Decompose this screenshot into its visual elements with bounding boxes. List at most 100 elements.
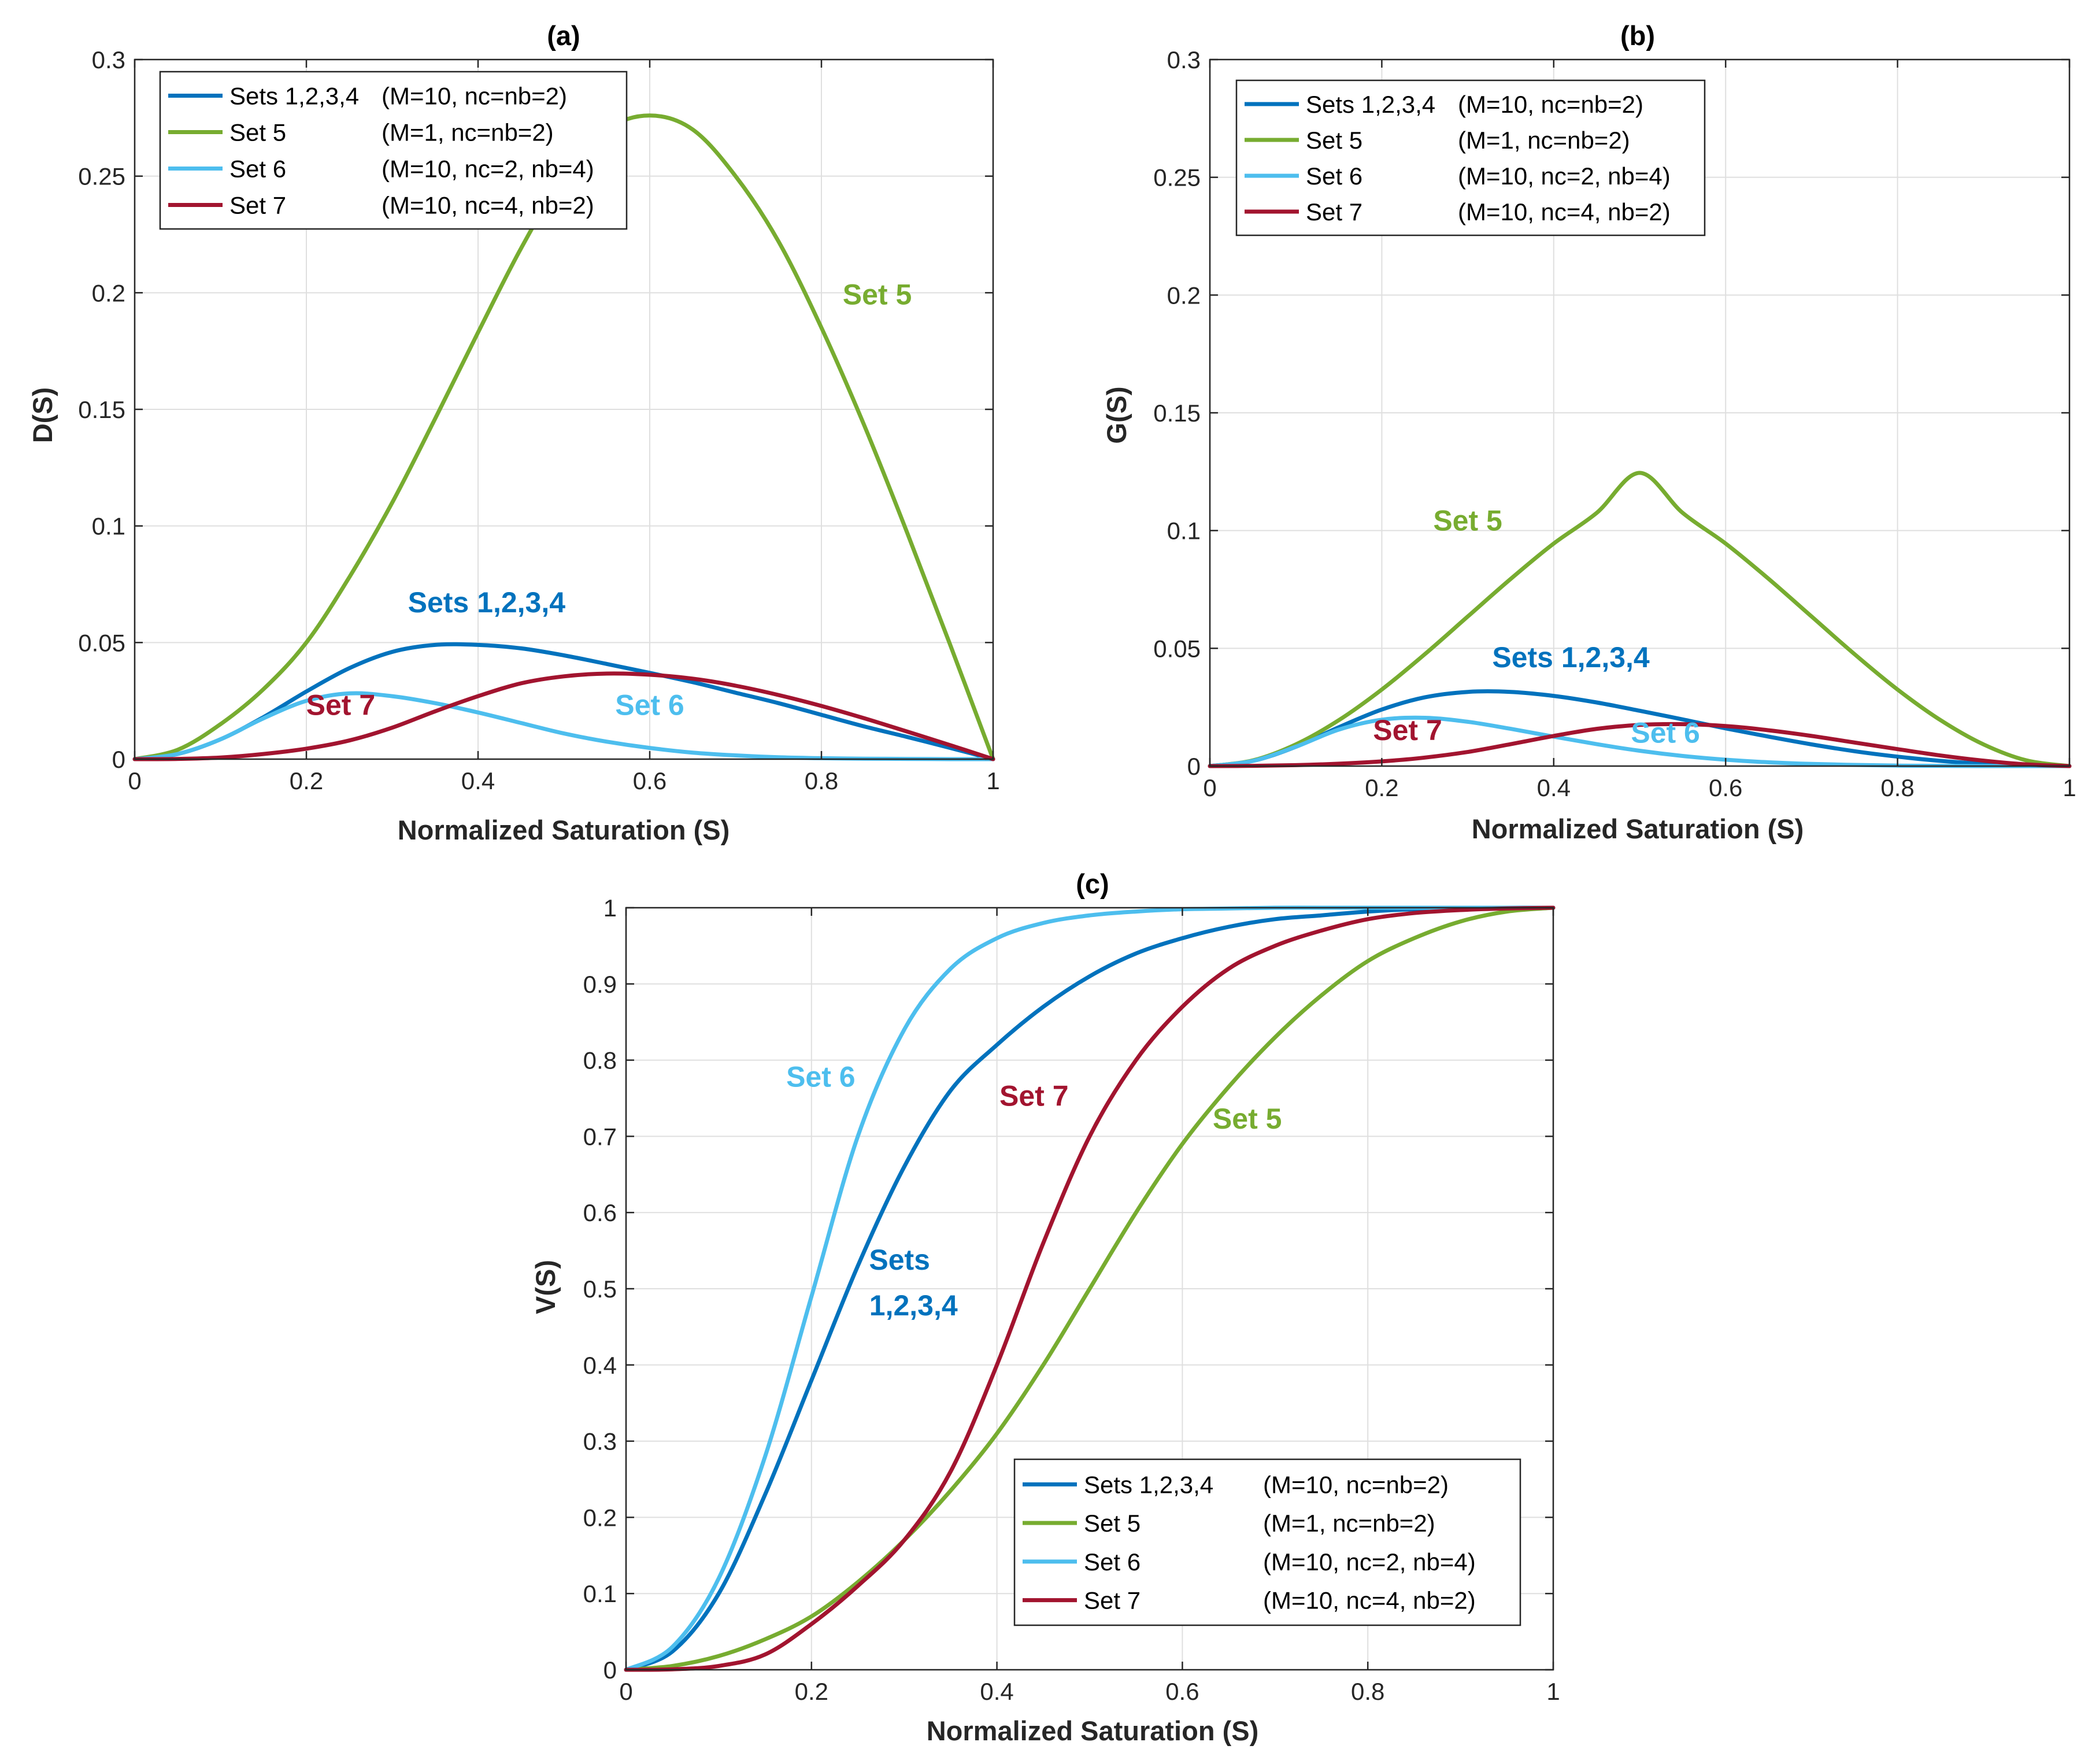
- panel-b-xtick-label: 0: [1203, 774, 1216, 801]
- panel-c-legend-label-s7: Set 7: [1084, 1587, 1141, 1614]
- panel-b-legend-params-s5: (M=1, nc=nb=2): [1458, 127, 1630, 154]
- panel-c-legend-params-s6: (M=10, nc=2, nb=4): [1263, 1548, 1476, 1576]
- panel-c-xtick-label: 0.6: [1165, 1678, 1199, 1705]
- panel-c-legend-label-s1234: Sets 1,2,3,4: [1084, 1471, 1213, 1498]
- panel-c-title: (c): [1076, 868, 1109, 899]
- panel-b-ytick-label: 0.25: [1153, 164, 1201, 191]
- panel-c-ytick-label: 0: [603, 1656, 617, 1684]
- panel-c-xlabel: Normalized Saturation (S): [927, 1715, 1259, 1746]
- panel-a-xlabel: Normalized Saturation (S): [398, 815, 730, 845]
- panel-b-annotation-s7: Set 7: [1373, 714, 1442, 746]
- panel-a-xtick-label: 0.4: [461, 767, 495, 794]
- panel-c-ytick-label: 0.7: [583, 1123, 617, 1150]
- panel-a-ytick-label: 0.3: [92, 46, 125, 73]
- panel-a-ylabel: D(S): [27, 387, 58, 443]
- panel-c-ytick-label: 0.1: [583, 1580, 617, 1607]
- panel-b-annotation-s5: Set 5: [1433, 505, 1502, 537]
- panel-a-xtick-label: 1: [986, 767, 999, 794]
- panel-c-xtick-label: 0: [619, 1678, 632, 1705]
- panel-b-ytick-label: 0.3: [1167, 46, 1201, 73]
- panel-a-legend-params-s1234: (M=10, nc=nb=2): [382, 83, 567, 110]
- panel-c-annotation-s1234: 1,2,3,4: [869, 1289, 958, 1322]
- panel-c-ylabel: V(S): [530, 1260, 561, 1314]
- panel-c-ytick-label: 0.4: [583, 1352, 617, 1379]
- panel-a-chart: (a) Normalized Saturation (S) D(S) 0 0.2 0…: [27, 20, 1000, 845]
- panel-b-chart: (b) Normalized Saturation (S) G(S) 0 0.2 0…: [1101, 20, 2076, 844]
- panel-b-xtick-label: 0.6: [1709, 774, 1742, 801]
- panel-b-legend-params-s1234: (M=10, nc=nb=2): [1458, 91, 1643, 118]
- panel-c-chart: (c) Normalized Saturation (S) V(S) 0 0.2 0…: [530, 868, 1560, 1746]
- panel-a-legend-params-s5: (M=1, nc=nb=2): [382, 119, 554, 146]
- panel-a-ytick-label: 0.25: [78, 163, 125, 190]
- panel-b-ytick-label: 0.1: [1167, 517, 1201, 545]
- panel-c-legend: Sets 1,2,3,4 (M=10, nc=nb=2) Set 5 (M=1, nc…: [1013, 1458, 1521, 1626]
- panel-a-legend-label-s6: Set 6: [229, 156, 286, 183]
- panel-b-annotation-s6: Set 6: [1631, 716, 1700, 749]
- panel-a-series-s1234: [132, 642, 995, 761]
- panel-c-ytick-label: 0.5: [583, 1275, 617, 1303]
- panel-b-series-s7: [1208, 722, 2072, 768]
- panel-c-legend-label-s6: Set 6: [1084, 1548, 1141, 1576]
- panel-c-ytick-label: 0.8: [583, 1047, 617, 1074]
- panel-c-annotation-s7: Set 7: [999, 1080, 1069, 1112]
- panel-a-annotation-s6: Set 6: [615, 689, 684, 721]
- panel-c-series-s7: [624, 905, 1556, 1672]
- panel-c-legend-box: [1013, 1458, 1521, 1626]
- panel-c-legend-label-s5: Set 5: [1084, 1510, 1141, 1537]
- panel-b-legend-params-s6: (M=10, nc=2, nb=4): [1458, 162, 1671, 190]
- panel-b-series-s5: [1208, 471, 2072, 768]
- panel-c-xtick-label: 1: [1546, 1678, 1560, 1705]
- panel-b-legend-params-s7: (M=10, nc=4, nb=2): [1458, 198, 1671, 225]
- panel-c-series-s5: [624, 905, 1556, 1672]
- panel-b-ylabel: G(S): [1101, 386, 1132, 443]
- panel-a-title: (a): [547, 20, 580, 51]
- panel-b-legend-label-s6: Set 6: [1306, 162, 1362, 190]
- panel-a-ytick-label: 0.2: [92, 279, 125, 306]
- panel-a-legend-label-s7: Set 7: [229, 192, 286, 219]
- panel-b-series-s1234: [1208, 689, 2072, 768]
- panel-a-legend: Sets 1,2,3,4 (M=10, nc=nb=2) Set 5 (M=1, nc…: [159, 71, 628, 230]
- panel-c-ytick-label: 0.3: [583, 1428, 617, 1455]
- panel-a-xtick-label: 0.6: [633, 767, 667, 794]
- panel-c-legend-params-s1234: (M=10, nc=nb=2): [1263, 1471, 1449, 1498]
- panel-b-annotation-s1234: Sets 1,2,3,4: [1492, 641, 1650, 674]
- panel-b-xtick-label: 0.2: [1365, 774, 1398, 801]
- panel-b-ytick-label: 0.15: [1153, 400, 1201, 427]
- panel-c-ytick-label: 0.9: [583, 971, 617, 998]
- panel-a-ytick-label: 0.15: [78, 396, 125, 423]
- panel-c-xtick-label: 0.8: [1351, 1678, 1384, 1705]
- panel-a-xtick-label: 0.2: [290, 767, 323, 794]
- panel-a-legend-label-s5: Set 5: [229, 119, 286, 146]
- panel-b-ytick-label: 0: [1187, 753, 1201, 780]
- panel-b-xtick-label: 0.8: [1880, 774, 1914, 801]
- panel-b-legend-label-s1234: Sets 1,2,3,4: [1306, 91, 1435, 118]
- panel-b-legend-box: [1235, 79, 1706, 236]
- panel-a-legend-params-s6: (M=10, nc=2, nb=4): [382, 156, 594, 183]
- panel-a-ytick-label: 0.1: [92, 513, 125, 540]
- panel-a-annotation-s5: Set 5: [843, 279, 912, 311]
- panel-c-annotation-s1234: Sets: [869, 1244, 930, 1276]
- panel-c-ytick-label: 0.2: [583, 1504, 617, 1531]
- panel-a-xtick-label: 0.8: [805, 767, 838, 794]
- panel-c-xtick-label: 0.2: [795, 1678, 828, 1705]
- panel-b-xlabel: Normalized Saturation (S): [1472, 813, 1804, 844]
- panel-c-xtick-label: 0.4: [980, 1678, 1013, 1705]
- panel-b-legend-label-s5: Set 5: [1306, 127, 1362, 154]
- panel-b-title: (b): [1620, 20, 1655, 51]
- panel-b-ytick-label: 0.2: [1167, 282, 1201, 309]
- panel-b-legend: Sets 1,2,3,4 (M=10, nc=nb=2) Set 5 (M=1, nc…: [1235, 79, 1706, 236]
- panel-c-annotation-s5: Set 5: [1213, 1103, 1282, 1135]
- panel-c-ytick-label: 1: [603, 894, 617, 922]
- panel-a-legend-box: [159, 71, 628, 230]
- panel-a-annotation-s7: Set 7: [306, 689, 376, 721]
- panel-c-ytick-label: 0.6: [583, 1199, 617, 1226]
- panel-a-annotation-s1234: Sets 1,2,3,4: [408, 586, 566, 619]
- panel-b-legend-label-s7: Set 7: [1306, 198, 1362, 225]
- panel-a-series-s7: [132, 671, 995, 761]
- panel-b-ytick-label: 0.05: [1153, 635, 1201, 662]
- panel-a-ytick-label: 0.05: [78, 629, 125, 656]
- panel-a-xtick-label: 0: [128, 767, 141, 794]
- panel-b-xtick-label: 0.4: [1537, 774, 1571, 801]
- panel-c-legend-params-s7: (M=10, nc=4, nb=2): [1263, 1587, 1476, 1614]
